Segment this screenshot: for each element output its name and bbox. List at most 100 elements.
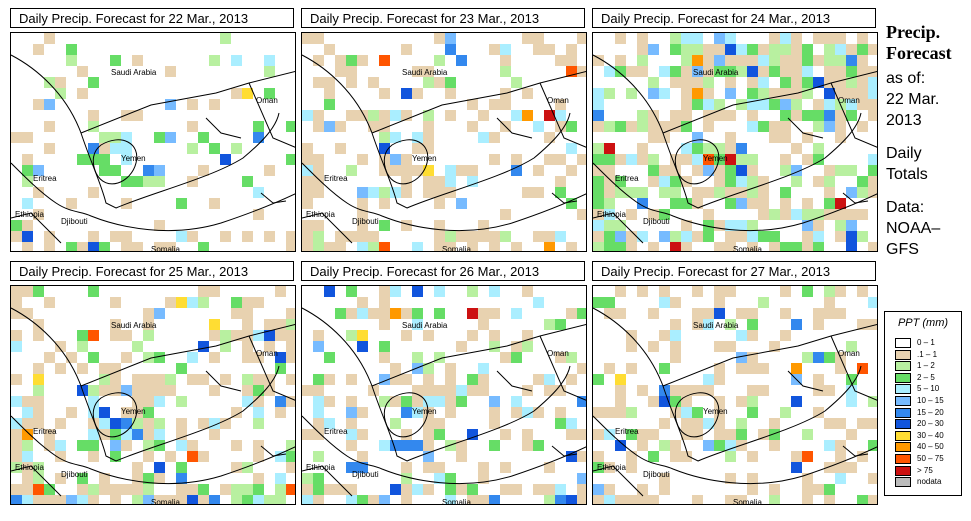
precip-cell [33, 495, 44, 504]
precip-cell [286, 462, 295, 473]
precip-cell [33, 374, 44, 385]
legend-swatch [895, 361, 911, 372]
precip-cell [445, 88, 456, 99]
precip-cell [379, 187, 390, 198]
precip-cell [593, 121, 604, 132]
precip-cell [253, 396, 264, 407]
precip-cell [467, 484, 478, 495]
precip-cell [55, 451, 66, 462]
precip-cell [489, 495, 500, 504]
precip-cell [143, 396, 154, 407]
precip-cell [758, 429, 769, 440]
precip-cell [747, 88, 758, 99]
precip-cell [434, 308, 445, 319]
precip-cell [725, 440, 736, 451]
precip-cell [703, 220, 714, 231]
precip-cell [121, 429, 132, 440]
label-eritrea: Eritrea [33, 427, 57, 436]
precip-cell [500, 66, 511, 77]
precip-cell [379, 341, 390, 352]
precip-cell [357, 209, 368, 220]
precip-cell [44, 33, 55, 44]
precip-cell [357, 308, 368, 319]
precip-cell [423, 363, 434, 374]
precip-cell [242, 330, 253, 341]
forecast-panel: Daily Precip. Forecast for 24 Mar., 2013… [592, 8, 878, 252]
precip-cell [522, 385, 533, 396]
precip-cell [544, 374, 555, 385]
precip-cell [681, 396, 692, 407]
precip-cell [143, 451, 154, 462]
precip-cell [648, 154, 659, 165]
precip-cell [165, 495, 176, 504]
precip-cell [478, 374, 489, 385]
precip-cell [615, 66, 626, 77]
label-oman: Oman [256, 349, 278, 358]
precip-cell [434, 33, 445, 44]
precip-cell [714, 187, 725, 198]
legend-label: 1 – 2 [917, 361, 935, 371]
precip-cell [758, 198, 769, 209]
precip-cell [802, 77, 813, 88]
precip-cell [648, 451, 659, 462]
precip-cell [198, 165, 209, 176]
precip-cell [802, 352, 813, 363]
precip-cell [275, 330, 286, 341]
precip-cell [626, 429, 637, 440]
precip-cell [846, 99, 857, 110]
precip-cell [143, 418, 154, 429]
precip-cell [324, 418, 335, 429]
precip-cell [11, 308, 22, 319]
precip-cell [725, 231, 736, 242]
label-yemen: Yemen [703, 407, 728, 416]
precip-cell [533, 297, 544, 308]
precip-cell [780, 88, 791, 99]
precip-cell [220, 33, 231, 44]
precip-cell [165, 374, 176, 385]
precip-cell [758, 385, 769, 396]
precip-cell [423, 440, 434, 451]
precip-cell [242, 396, 253, 407]
precip-cell [747, 55, 758, 66]
precip-cell [714, 220, 725, 231]
precip-cell [747, 66, 758, 77]
precip-cell [500, 352, 511, 363]
forecast-panel: Daily Precip. Forecast for 23 Mar., 2013… [301, 8, 587, 252]
precip-cell [857, 121, 868, 132]
precip-cell [99, 374, 110, 385]
precip-cell [489, 396, 500, 407]
data-label: Data: [886, 199, 925, 216]
precip-cell [604, 231, 615, 242]
precip-cell [780, 33, 791, 44]
precip-cell [637, 44, 648, 55]
precip-cell [33, 99, 44, 110]
precip-cell [555, 231, 566, 242]
precip-cell [132, 396, 143, 407]
precip-cell [302, 220, 313, 231]
precip-cell [66, 352, 77, 363]
precip-cell [253, 451, 264, 462]
precip-cell [313, 385, 324, 396]
precip-cell [22, 132, 33, 143]
precip-cell [692, 231, 703, 242]
precip-cell [824, 418, 835, 429]
precip-cell [231, 407, 242, 418]
precip-cell [88, 143, 99, 154]
precip-cell [88, 286, 99, 297]
precip-cell [648, 308, 659, 319]
precip-cell [313, 396, 324, 407]
precip-cell [33, 385, 44, 396]
precip-cell [813, 352, 824, 363]
precip-cell [802, 429, 813, 440]
precip-cell [714, 363, 725, 374]
precip-cell [154, 429, 165, 440]
precip-cell [714, 286, 725, 297]
precip-cell [566, 121, 577, 132]
map-boundaries [302, 54, 586, 244]
precip-cell [302, 187, 313, 198]
precip-cell [577, 396, 586, 407]
precip-cell [670, 44, 681, 55]
precip-cell [22, 473, 33, 484]
legend-label: .1 – 1 [917, 349, 938, 359]
precip-cell [335, 231, 346, 242]
